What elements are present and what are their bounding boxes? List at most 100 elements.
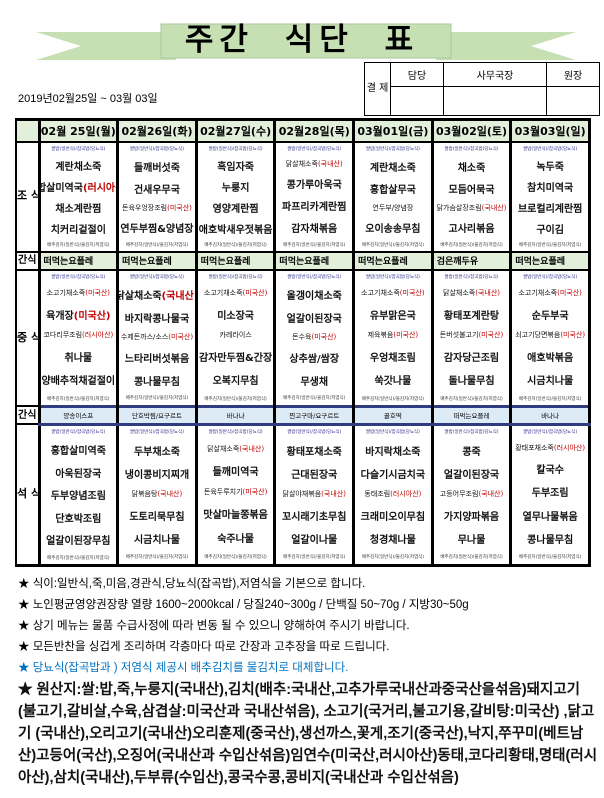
kimchi-note: 배추김치(일반식)/물김치(저염식) xyxy=(518,396,582,402)
menu-item: 단호박조림 xyxy=(55,510,101,525)
day-header: 02월28일(목) xyxy=(273,118,356,143)
dish-name: 참치미역국 xyxy=(527,182,574,194)
rice-note: 쌀밥(일반식)/잡곡밥(당뇨식) xyxy=(287,146,342,152)
dinner-cell: 쌀밥(일반식)/잡곡밥(당뇨식) 콩죽 얼갈이된장국 고등어무조림(국내산) 가지양파볶… xyxy=(430,424,513,567)
origin-label: (국내산) xyxy=(317,159,343,168)
dish-name: 칼국수 xyxy=(536,465,564,477)
menu-item: 오이송송무침 xyxy=(365,220,420,235)
rice-note: 쌀밥(일반식)/잡곡밥(당뇨식) xyxy=(287,429,342,435)
dish-name: 무나물 xyxy=(457,535,486,547)
dish-name: 동태조림 xyxy=(364,490,391,499)
menu-item: 숙주나물 xyxy=(217,530,254,545)
origin-label: (러시아산) xyxy=(82,331,114,339)
lunch-items: 쌀밥(일반식)/잡곡밥(당뇨식) 소고기채소죽(미국산) 육개장(미국산) 코다리무조… xyxy=(42,271,115,405)
dinner-cell: 쌀밥(일반식)/잡곡밥(당뇨식) 바지락채소죽 다슬기시금치국 동태조림(러시아산) 크… xyxy=(352,424,434,567)
menu-item: 양배추적채겉절이 xyxy=(42,372,115,387)
dinner-items: 쌀밥(일반식)/잡곡밥(당뇨식) 황태포채소죽 근대된장국 닭살야채볶음(국내산) 꼬시… xyxy=(278,426,351,563)
note-diet: ★ 식이:일반식,죽,미음,경관식,당뇨식(잡곡밥),저염식을 기본으로 합니다… xyxy=(18,578,366,590)
snack-label: 간식 xyxy=(15,405,40,425)
dish-name: 소고기채소죽 xyxy=(361,289,400,297)
breakfast-cell: 쌀밥(일반식)/잡곡밥(당뇨식) 녹두죽 참치미역국 브로컬리계란찜 구이김 배추김치(일… xyxy=(509,141,591,252)
origin-label: (미국산) xyxy=(242,487,268,496)
rice-note: 쌀밥(일반식)/잡곡밥(당뇨식) xyxy=(208,146,263,152)
menu-item: 녹두죽 xyxy=(536,158,564,173)
day-header: 02월26일(화) xyxy=(116,118,198,143)
corner-cell xyxy=(15,118,40,143)
lunch-snack: 검은깨두유 xyxy=(430,250,513,271)
dish-name: 가지양파볶음 xyxy=(443,511,500,523)
menu-item: 얼갈이된장무침 xyxy=(46,532,110,547)
kimchi-note: 배추김치(일반식)/물김치(저염식) xyxy=(204,242,267,248)
dish-name: 근대된장국 xyxy=(291,470,338,482)
dish-name: 홍합살미역국 xyxy=(42,182,83,194)
dish-name: 우엉채조림 xyxy=(369,352,416,364)
origin-label: (미국산) xyxy=(478,331,504,339)
approval-col-secretary: 사무국장 xyxy=(442,62,548,87)
dish-name: 구이김 xyxy=(536,224,564,236)
menu-item: 쑥갓나물 xyxy=(374,372,411,387)
dish-name: 계란채소죽 xyxy=(55,161,102,173)
note-nutrition: ★ 노인평균영양권장량 열량 1600~2000kcal / 당질240~300… xyxy=(18,599,469,611)
lunch-items: 쌀밥(일반식)/잡곡밥(당뇨식) 올갱이채소죽 얼갈이된장국 돈수육(미국산) 상추쌈/… xyxy=(278,271,351,405)
menu-item: 상추쌈/쌈장 xyxy=(289,350,339,365)
menu-item: 돈육우엉장조림(미국산) xyxy=(122,203,192,213)
dinner-cell: 쌀밥(일반식)/잡곡밥(당뇨식) 황태포채소죽(러시아산) 칼국수 두부조림 열무나물볶… xyxy=(509,424,591,567)
kimchi-note: 배추김치(일반식)/물김치(저염식) xyxy=(283,242,346,248)
dinner-items: 쌀밥(일반식)/잡곡밥(당뇨식) 닭살채소죽(국내산) 들깨미역국 돈육두루치기(미국… xyxy=(199,426,272,563)
dish-name: 얼갈이된장국 xyxy=(286,313,342,325)
note-diabetic: ★ 당뇨식(잡곡밥과 ) 저염식 제공시 배추김치를 물김치로 대체합니다. xyxy=(18,662,349,674)
kimchi-note: 배추김치(일반식)/물김치(저염식) xyxy=(125,555,189,561)
kimchi-note: 배추김치(일반식)/물김치(저염식) xyxy=(440,555,503,561)
dish-name: 상추쌈/쌈장 xyxy=(289,354,340,366)
dish-name: 닭살채소죽 xyxy=(285,159,318,168)
dinner-items: 쌀밥(일반식)/잡곡밥(당뇨식) 두부채소죽 냉이콩비지찌개 닭볶음탕(국내산) 도토리… xyxy=(121,426,194,563)
sign-box[interactable] xyxy=(546,86,600,116)
menu-item: 수제돈까스/소스(미국산) xyxy=(121,332,193,342)
dish-name: 두부조림 xyxy=(531,488,569,500)
menu-item: 제육볶음(미국산) xyxy=(368,330,419,340)
dish-name: 두부채소죽 xyxy=(133,446,180,458)
origin-label: (미국산) xyxy=(560,331,586,339)
dish-name: 콩가루아욱국 xyxy=(286,179,342,191)
sign-box[interactable] xyxy=(390,86,444,116)
dish-name: 돌나물무침 xyxy=(448,376,495,387)
day-header: 03월03일(일) xyxy=(509,118,591,143)
menu-item: 얼갈이나물 xyxy=(291,531,337,546)
menu-item: 돌나물무침 xyxy=(449,372,495,387)
menu-item: 닭가슴살장조림(국내산) xyxy=(437,203,507,213)
note-origin: ★ 원산지:쌀:밥,죽,누룽지(국내산),김치(배추:국내산,고추가루국내산과중… xyxy=(18,682,598,786)
dish-name: 돈버섯불고기 xyxy=(439,331,479,339)
dinner-items: 쌀밥(일반식)/잡곡밥(당뇨식) 황태포채소죽(러시아산) 칼국수 두부조림 열무나물볶… xyxy=(514,426,587,563)
lunch-items: 쌀밥(일반식)/잡곡밥(당뇨식) 소고기채소죽(미국산) 순두부국 쇠고기당면볶음(미… xyxy=(514,271,587,405)
rice-note: 쌀밥(일반식)/잡곡밥(당뇨식) xyxy=(129,274,184,280)
menu-item: 연두부/양념장 xyxy=(372,203,413,213)
dish-name: 청경채나물 xyxy=(369,535,416,547)
breakfast-cell: 쌀밥(일반식)/잡곡밥(당뇨식) 닭살채소죽(국내산) 콩가루아욱국 파프리카계란찜 감… xyxy=(273,141,356,252)
dish-name: 취나물 xyxy=(64,352,93,364)
lunch-snack: 떠먹는요플레 xyxy=(194,250,277,271)
dish-name: 고등어무조림 xyxy=(439,490,479,499)
menu-item: 열무나물볶음 xyxy=(523,508,578,523)
menu-item: 콩가루아욱국 xyxy=(287,176,342,191)
menu-item: 흑임자죽 xyxy=(217,158,254,173)
menu-item: 파프리카계란찜 xyxy=(282,198,346,213)
menu-item: 들깨버섯죽 xyxy=(134,159,180,174)
day-header: 02월27일(수) xyxy=(194,118,277,143)
dinner-snack: 양송이스프 xyxy=(37,404,120,426)
menu-item: 미소장국 xyxy=(217,307,254,322)
kimchi-note: 배추김치(일반식)/물김치(저염식) xyxy=(518,242,582,248)
menu-item: 애호박새우젓볶음 xyxy=(199,221,272,236)
lunch-cell: 쌀밥(일반식)/잡곡밥(당뇨식) 소고기채소죽(미국산) 미소장국 카레라이스 감자만두… xyxy=(194,269,277,406)
menu-item: 다슬기시금치국 xyxy=(361,466,425,481)
snack-label: 간식 xyxy=(15,250,40,271)
origin-label: (국내산) xyxy=(321,490,346,499)
menu-item: 무생채 xyxy=(300,373,328,388)
dish-name: 홍합살미역죽 xyxy=(50,446,106,457)
menu-item: 육개장(미국산) xyxy=(46,307,110,322)
kimchi-note: 배추김치(일반식)/물김치(저염식) xyxy=(518,555,582,561)
menu-item: 구이김 xyxy=(536,221,564,236)
origin-label: (미국산) xyxy=(242,289,268,297)
breakfast-cell: 쌀밥(일반식)/잡곡밥(당뇨식) 들깨버섯죽 건새우무국 돈육우엉장조림(미국산) 연두… xyxy=(116,141,198,252)
sign-box[interactable] xyxy=(442,86,548,116)
rice-note: 쌀밥(일반식)/잡곡밥(당뇨식) xyxy=(444,146,499,152)
